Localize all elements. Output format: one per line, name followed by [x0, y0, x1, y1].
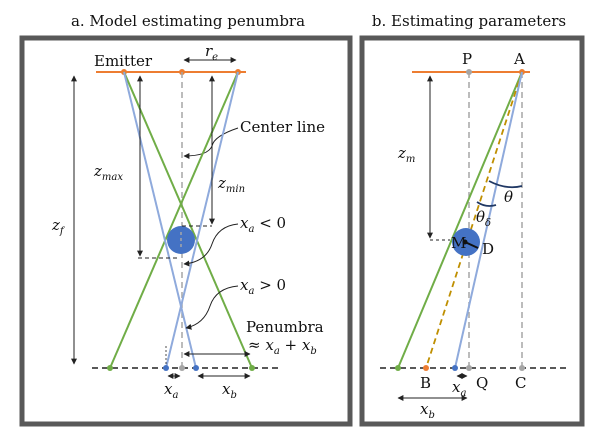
blue-ray-left — [123, 71, 197, 369]
zmax-label: zmax — [93, 162, 123, 183]
center-line-label: Center line — [240, 118, 325, 136]
label-C: C — [515, 374, 526, 392]
label-xa-b: xa — [452, 378, 466, 399]
ground-point-center — [179, 365, 185, 371]
re-label: re — [205, 42, 218, 63]
ground-point-green-right — [249, 365, 255, 371]
panel-a-frame — [19, 35, 353, 427]
zf-label: zf — [51, 216, 66, 237]
label-Q: Q — [476, 374, 488, 392]
point-Q — [466, 365, 472, 371]
ground-point-blue-right — [193, 365, 199, 371]
zmin-label: zmin — [217, 174, 245, 195]
penumbra-formula: ≈ xa + xb — [248, 336, 317, 357]
ground-point-green-b — [395, 365, 401, 371]
xa-negative-label: xa < 0 — [240, 214, 286, 235]
penumbra-label: Penumbra — [246, 318, 324, 336]
xa-positive-label: xa > 0 — [240, 276, 286, 297]
green-ray-right — [109, 71, 239, 369]
orange-dashed-ray-b — [425, 71, 523, 369]
label-M: M — [451, 234, 466, 252]
label-D: D — [482, 240, 494, 258]
bottom-xb-label: xb — [222, 380, 237, 401]
point-C — [519, 365, 525, 371]
green-ray-b — [397, 71, 523, 369]
label-theta-delta: θδ — [476, 208, 491, 229]
theta-arc — [488, 180, 523, 189]
zm-label: zm — [397, 144, 415, 165]
ground-point-blue-b — [452, 365, 458, 371]
panel-b-frame — [359, 35, 585, 427]
label-A: A — [513, 50, 525, 68]
ground-point-green-left — [107, 365, 113, 371]
green-ray-left — [123, 71, 253, 369]
label-B: B — [420, 374, 431, 392]
emitter-label: Emitter — [94, 52, 153, 70]
label-theta: θ — [504, 188, 513, 206]
panel-b-title: b. Estimating parameters — [372, 12, 566, 30]
segment-M-D — [464, 241, 479, 249]
panel-b: b. Estimating parameters P A M D zm — [359, 12, 585, 427]
label-P: P — [462, 50, 472, 68]
blue-ray-b — [454, 71, 523, 369]
xa-positive-pointer — [185, 285, 239, 330]
label-xb-b: xb — [420, 400, 435, 421]
panel-a-title: a. Model estimating penumbra — [71, 12, 305, 30]
panel-a: a. Model estimating penumbra Emitter re … — [19, 12, 353, 427]
blue-ray-right — [165, 71, 239, 369]
theta-delta-arc — [476, 201, 497, 207]
point-B — [423, 365, 429, 371]
bottom-xa-label: xa — [164, 380, 178, 401]
ground-point-blue-left — [163, 365, 169, 371]
xa-negative-pointer — [183, 223, 239, 267]
